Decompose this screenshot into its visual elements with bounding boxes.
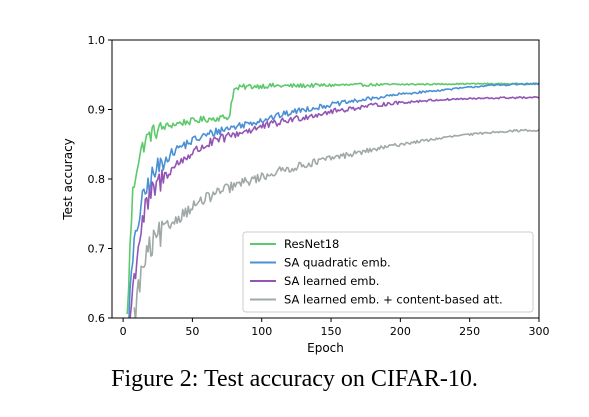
plot-area — [111, 39, 540, 319]
x-axis: 0 50 100 150 200 250 300 — [120, 318, 550, 338]
legend-label-4: SA learned emb. + content-based att. — [284, 293, 503, 307]
y-tick-label: 1.0 — [88, 34, 106, 47]
x-tick-label: 150 — [321, 325, 342, 338]
series-line-4 — [133, 128, 539, 318]
series-line-2 — [128, 82, 539, 318]
x-tick-label: 200 — [390, 325, 411, 338]
legend-label-1: ResNet18 — [284, 237, 339, 251]
y-axis-label: Test accuracy — [61, 138, 75, 221]
x-tick-label: 100 — [251, 325, 272, 338]
legend-label-2: SA quadratic emb. — [284, 256, 391, 270]
series-lines — [126, 82, 539, 318]
y-axis: 0.6 0.7 0.8 0.9 1.0 — [88, 34, 112, 325]
x-tick-label: 300 — [529, 325, 550, 338]
series-line-3 — [129, 96, 539, 318]
y-tick-label: 0.9 — [88, 104, 106, 117]
y-tick-label: 0.8 — [88, 173, 106, 186]
x-tick-label: 50 — [185, 325, 199, 338]
legend: ResNet18 SA quadratic emb. SA learned emb.… — [242, 231, 534, 313]
legend-box — [242, 231, 534, 313]
x-tick-label: 250 — [459, 325, 480, 338]
chart: 0 50 100 150 200 250 300 0.6 0.7 0.8 0.9 1.0 Epoch… — [61, 34, 550, 355]
series-line-1 — [126, 82, 539, 315]
x-tick-label: 0 — [120, 325, 127, 338]
y-tick-label: 0.6 — [88, 312, 106, 325]
x-axis-label: Epoch — [307, 341, 344, 355]
figure-caption: Figure 2: Test accuracy on CIFAR-10. — [111, 366, 478, 392]
legend-label-3: SA learned emb. — [284, 274, 379, 288]
y-tick-label: 0.7 — [88, 243, 106, 256]
